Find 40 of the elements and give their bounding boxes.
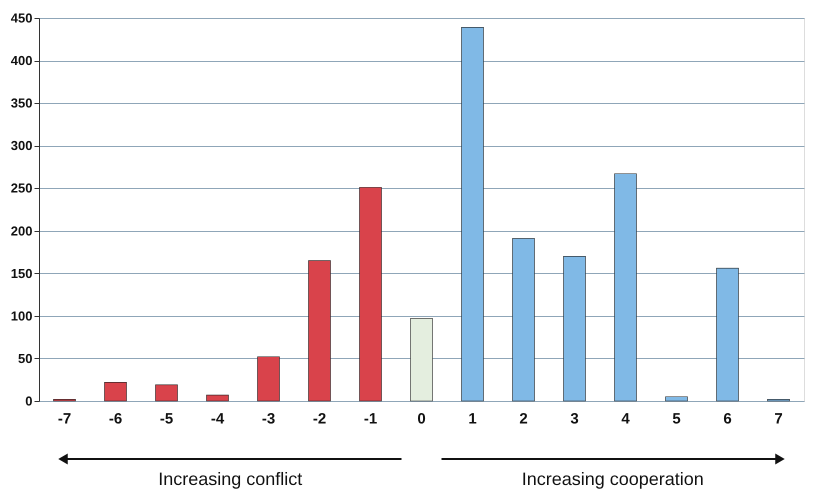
bar (155, 384, 178, 402)
bar (716, 268, 739, 402)
x-tick-label: -6 (108, 410, 122, 428)
bar (410, 318, 433, 402)
text: Increasing cooperation (522, 469, 704, 489)
y-tick-label: 350 (10, 96, 32, 111)
x-tick-label: -7 (58, 410, 72, 428)
x-tick-label: -2 (312, 410, 326, 428)
bar (614, 173, 637, 402)
x-tick-label: -5 (160, 410, 174, 428)
bar (461, 27, 484, 402)
y-tick-label: 150 (10, 266, 32, 281)
y-tick-label: 0 (25, 394, 32, 408)
x-tick-label: 6 (723, 410, 732, 428)
bar (104, 382, 127, 402)
y-tick-label: 50 (18, 350, 32, 366)
x-tick-label: -1 (364, 410, 378, 428)
y-tick-label: 400 (10, 53, 32, 68)
bar (308, 260, 331, 402)
x-tick-label: 5 (672, 410, 681, 428)
x-tick-label: 1 (468, 410, 477, 428)
y-tick-label: 450 (10, 10, 32, 26)
x-tick-label: 7 (774, 410, 783, 428)
x-tick-label: -4 (210, 410, 225, 428)
x-tick-label: 4 (621, 410, 630, 428)
y-tick-label: 250 (10, 180, 32, 196)
bar (206, 394, 229, 402)
text: Increasing conflict (158, 469, 302, 489)
y-tick-label: 100 (10, 308, 32, 324)
bar (665, 396, 688, 402)
bar (359, 187, 382, 402)
x-tick-label: 3 (570, 410, 579, 428)
y-tick-label: 200 (10, 223, 32, 238)
bar (257, 356, 280, 402)
x-tick-label: 0 (417, 410, 426, 428)
x-tick-label: 2 (519, 410, 528, 428)
x-tick-label: -3 (262, 410, 276, 428)
bar (563, 256, 586, 402)
y-tick-label: 300 (10, 138, 32, 154)
bar (512, 238, 535, 402)
